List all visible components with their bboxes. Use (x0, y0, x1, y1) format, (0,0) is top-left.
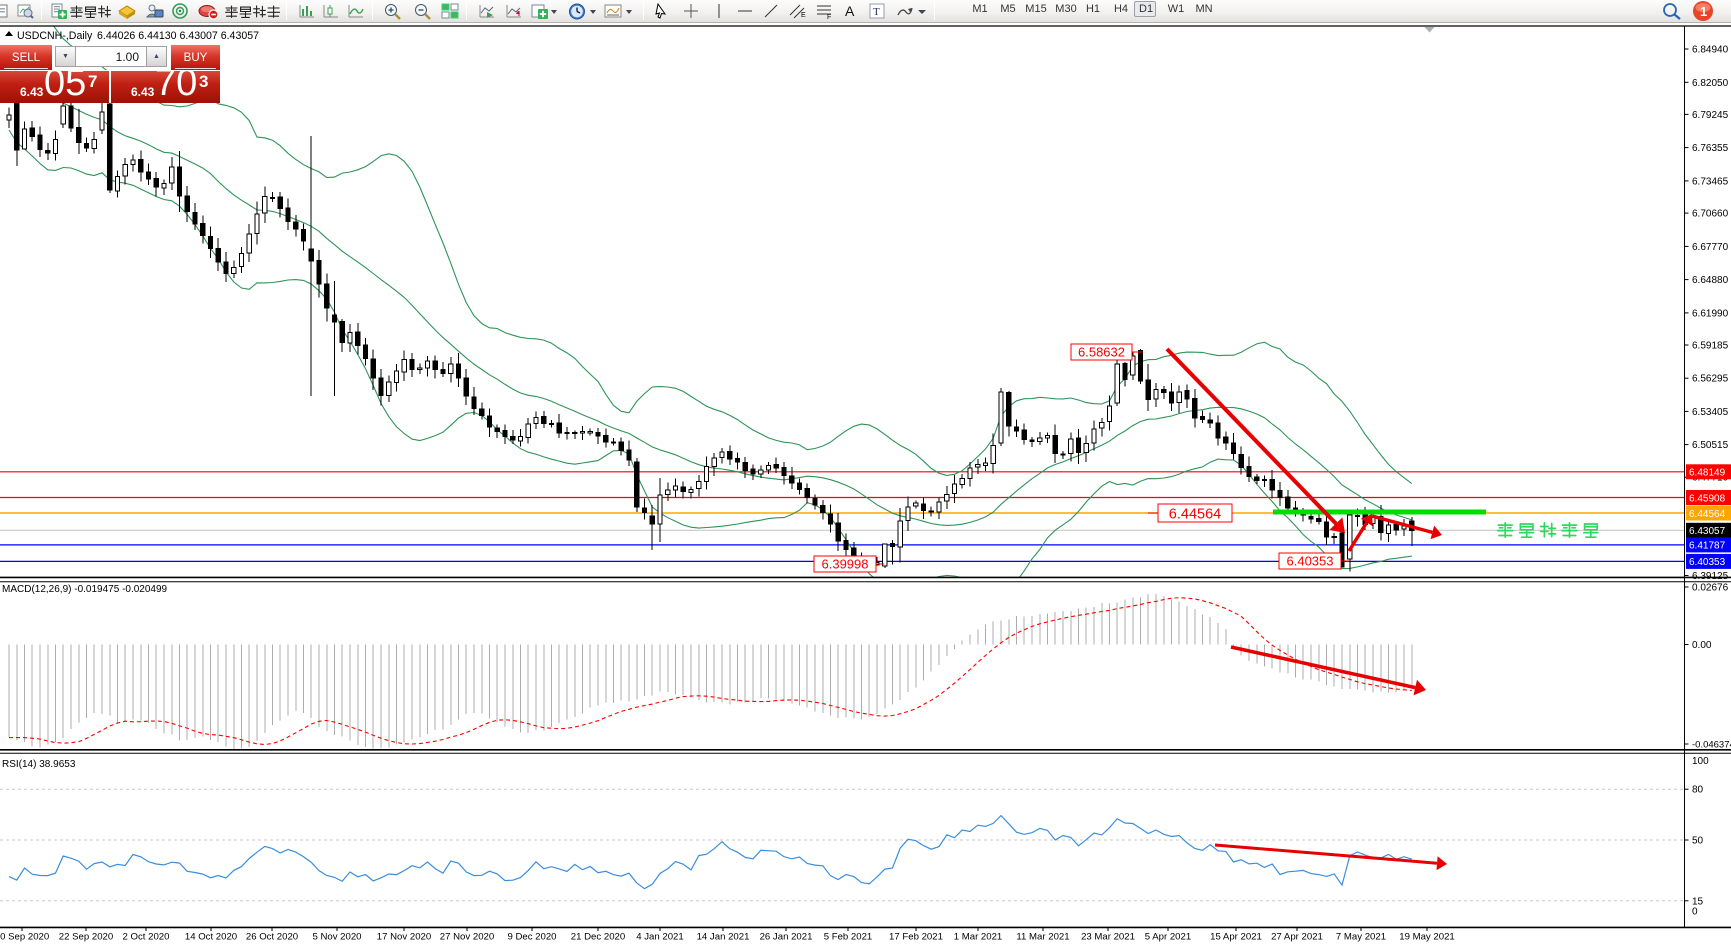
svg-text:6.79245: 6.79245 (1692, 110, 1729, 121)
svg-text:14 Oct 2020: 14 Oct 2020 (185, 932, 237, 943)
svg-text:5 Nov 2020: 5 Nov 2020 (312, 932, 361, 943)
svg-text:26 Jan 2021: 26 Jan 2021 (760, 932, 813, 943)
svg-text:6.53405: 6.53405 (1692, 407, 1729, 418)
svg-text:22 Sep 2020: 22 Sep 2020 (59, 932, 113, 943)
svg-text:6.84940: 6.84940 (1692, 45, 1729, 56)
svg-text:5 Feb 2021: 5 Feb 2021 (824, 932, 873, 943)
svg-text:11 Mar 2021: 11 Mar 2021 (1016, 932, 1069, 943)
svg-text:6.64880: 6.64880 (1692, 275, 1729, 286)
svg-text:6.40353: 6.40353 (1689, 557, 1726, 568)
svg-text:USDCNH-,Daily: USDCNH-,Daily (17, 30, 93, 42)
svg-text:14 Jan 2021: 14 Jan 2021 (697, 932, 750, 943)
svg-text:6.45908: 6.45908 (1689, 493, 1726, 504)
svg-text:6.39998: 6.39998 (822, 557, 869, 572)
svg-text:6.70660: 6.70660 (1692, 209, 1729, 220)
svg-text:1: 1 (1700, 4, 1707, 19)
svg-text:10 Sep 2020: 10 Sep 2020 (0, 932, 49, 943)
svg-text:15: 15 (1692, 896, 1704, 907)
svg-text:6.44564: 6.44564 (1169, 507, 1221, 523)
svg-text:27 Nov 2020: 27 Nov 2020 (440, 932, 494, 943)
svg-text:15 Apr 2021: 15 Apr 2021 (1210, 932, 1262, 943)
svg-text:6.59185: 6.59185 (1692, 341, 1729, 352)
svg-text:E: E (801, 12, 806, 19)
svg-text:-0.046374: -0.046374 (1692, 740, 1731, 751)
svg-text:80: 80 (1692, 785, 1704, 796)
svg-text:21 Dec 2020: 21 Dec 2020 (571, 932, 625, 943)
svg-text:0: 0 (1692, 907, 1698, 918)
svg-text:6.40353: 6.40353 (1287, 554, 1334, 569)
svg-text:50: 50 (1692, 836, 1704, 847)
svg-text:6.50515: 6.50515 (1692, 440, 1729, 451)
svg-text:6.76355: 6.76355 (1692, 143, 1729, 154)
svg-text:RSI(14) 38.9653: RSI(14) 38.9653 (2, 759, 76, 770)
svg-text:6.56295: 6.56295 (1692, 374, 1729, 385)
svg-text:MACD(12,26,9) -0.019475 -0.020: MACD(12,26,9) -0.019475 -0.020499 (2, 584, 168, 595)
svg-text:100: 100 (1692, 756, 1709, 767)
svg-text:2 Oct 2020: 2 Oct 2020 (123, 932, 170, 943)
svg-text:17 Nov 2020: 17 Nov 2020 (377, 932, 431, 943)
svg-text:6.48149: 6.48149 (1689, 468, 1726, 479)
svg-text:F: F (827, 14, 831, 19)
svg-text:6.58632: 6.58632 (1078, 345, 1125, 360)
svg-text:6.61990: 6.61990 (1692, 308, 1729, 319)
svg-text:5 Apr 2021: 5 Apr 2021 (1145, 932, 1191, 943)
svg-text:6.41787: 6.41787 (1689, 541, 1726, 552)
svg-text:9 Dec 2020: 9 Dec 2020 (507, 932, 556, 943)
svg-text:7 May 2021: 7 May 2021 (1336, 932, 1386, 943)
svg-text:27 Apr 2021: 27 Apr 2021 (1271, 932, 1323, 943)
svg-text:19 May 2021: 19 May 2021 (1399, 932, 1454, 943)
svg-text:6.39125: 6.39125 (1692, 571, 1729, 582)
svg-text:17 Feb 2021: 17 Feb 2021 (889, 932, 943, 943)
svg-text:26 Oct 2020: 26 Oct 2020 (246, 932, 298, 943)
svg-text:4 Jan 2021: 4 Jan 2021 (636, 932, 683, 943)
svg-text:6.43057: 6.43057 (1689, 526, 1726, 537)
svg-text:0.00: 0.00 (1692, 640, 1712, 651)
svg-text:6.67770: 6.67770 (1692, 242, 1729, 253)
svg-text:T: T (873, 6, 880, 18)
svg-text:6.82050: 6.82050 (1692, 78, 1729, 89)
svg-text:6.44026 6.44130 6.43007 6.4305: 6.44026 6.44130 6.43007 6.43057 (97, 30, 259, 42)
svg-text:6.73465: 6.73465 (1692, 176, 1729, 187)
svg-text:23 Mar 2021: 23 Mar 2021 (1081, 932, 1135, 943)
svg-text:6.44564: 6.44564 (1689, 509, 1726, 520)
svg-text:0.02676: 0.02676 (1692, 583, 1729, 594)
svg-text:1 Mar 2021: 1 Mar 2021 (954, 932, 1003, 943)
